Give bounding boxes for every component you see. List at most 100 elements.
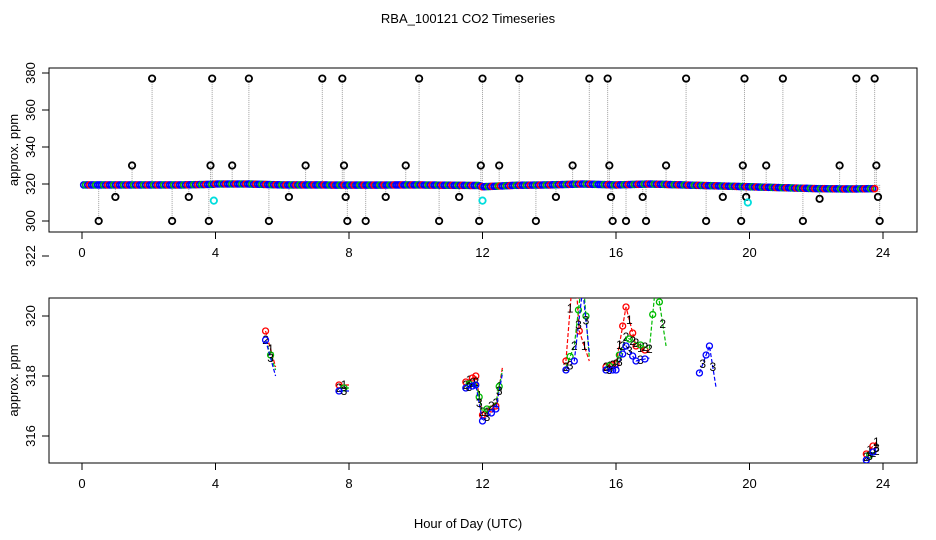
series-marker-label: 2 (629, 334, 636, 348)
plot-frame (48, 297, 918, 464)
x-tick-label: 24 (876, 245, 890, 260)
spike-point (585, 74, 594, 83)
spike-point (606, 192, 616, 202)
series-marker-label: 3 (866, 449, 873, 463)
series-marker-label: 2 (488, 399, 495, 413)
series-marker-label: 3 (267, 351, 274, 365)
series-marker-label: 3 (476, 396, 483, 410)
spike-point (341, 192, 350, 202)
spike-point (815, 194, 824, 203)
spike-point (228, 161, 237, 170)
x-tick-label: 4 (212, 245, 219, 260)
y-axis-label: approx. ppm (6, 114, 21, 186)
spike-point (475, 216, 484, 226)
spike-point (603, 74, 612, 83)
top-panel: 0 4 8 12 16 20 24 300 320 340 360 380 approx. ppm (6, 62, 918, 260)
series-point (622, 303, 630, 311)
spike-point (621, 216, 631, 226)
low-point (478, 196, 487, 205)
series-marker-label: 2 (571, 339, 578, 353)
spike-point (318, 74, 327, 83)
series-point (472, 372, 480, 380)
spike-point (184, 192, 193, 202)
series-point (335, 387, 343, 395)
spike-point (401, 161, 410, 170)
series-marker-label: 1 (466, 373, 473, 387)
spike-point (605, 161, 614, 170)
series-point (869, 448, 877, 456)
spike-point (338, 74, 347, 83)
spike-point (638, 192, 647, 202)
spike-point (798, 216, 808, 226)
series-point (483, 405, 491, 413)
series-point (472, 381, 480, 389)
spike-point (568, 161, 577, 170)
spike-point (551, 192, 561, 202)
spike-point (455, 192, 464, 202)
spike-point (168, 216, 177, 226)
x-tick-label: 4 (212, 476, 219, 491)
spike-point (381, 192, 390, 202)
y-tick-label: 380 (23, 62, 38, 84)
x-tick-label: 8 (345, 245, 352, 260)
series-point (622, 342, 630, 350)
x-tick-label: 12 (475, 476, 489, 491)
series-point (625, 335, 633, 343)
spike-point (738, 161, 747, 170)
y-tick-label: 318 (23, 365, 38, 387)
spike-point (870, 74, 879, 83)
series-point (862, 456, 870, 463)
x-axis-label: Hour of Day (UTC) (414, 516, 522, 531)
series-point (570, 357, 578, 365)
spike-point (301, 161, 310, 170)
spike-point (661, 161, 671, 170)
series-marker-label: 1 (873, 435, 880, 449)
spike-point (762, 161, 771, 170)
series-marker-label: 3 (575, 318, 582, 332)
spike-point (740, 74, 749, 83)
series-marker-label: 2 (493, 396, 500, 410)
series-point (695, 369, 704, 377)
y-tick-label: 320 (23, 305, 38, 327)
y-tick-label: 360 (23, 99, 38, 121)
y-tick-label: 320 (23, 173, 38, 195)
series-point (649, 310, 657, 319)
series-point (574, 306, 583, 314)
series-point (641, 355, 649, 363)
series-point (566, 352, 574, 361)
series-marker-label: 2 (642, 340, 649, 354)
series-marker-label: 3 (709, 360, 716, 374)
spike-point (343, 216, 352, 226)
spike-point (873, 192, 883, 202)
series-point (636, 341, 645, 349)
series-marker-label: 3 (583, 314, 590, 328)
series-line (866, 450, 877, 458)
y-tick-label: 322 (23, 245, 38, 267)
spike-point (204, 216, 213, 226)
x-tick-label: 12 (475, 245, 489, 260)
series-marker-label: 3 (637, 353, 644, 367)
y-tick-label: 300 (23, 210, 38, 232)
series-line (698, 343, 717, 389)
spike-point (702, 216, 711, 226)
series-point (487, 409, 496, 417)
series-marker-label: 2 (633, 336, 640, 350)
spike-point (111, 192, 120, 202)
series-marker-label: 2 (870, 446, 877, 460)
y-axis-label: approx. ppm (6, 344, 21, 416)
spike-point (852, 74, 861, 83)
spike-point (681, 74, 691, 83)
series-point (478, 417, 487, 425)
x-tick-label: 20 (742, 245, 756, 260)
x-tick-label: 24 (876, 476, 890, 491)
series-line (264, 339, 277, 371)
series-marker-label: 1 (626, 313, 633, 327)
series-point (261, 336, 270, 344)
series-marker-label: 2 (659, 317, 666, 331)
spike-point (641, 216, 651, 226)
series-point (492, 405, 500, 413)
series-marker-label: 2 (579, 267, 586, 281)
series-line (264, 339, 277, 377)
